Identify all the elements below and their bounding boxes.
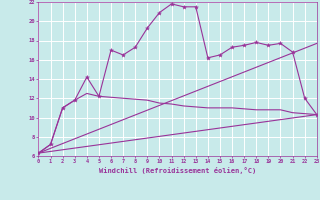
X-axis label: Windchill (Refroidissement éolien,°C): Windchill (Refroidissement éolien,°C) <box>99 167 256 174</box>
